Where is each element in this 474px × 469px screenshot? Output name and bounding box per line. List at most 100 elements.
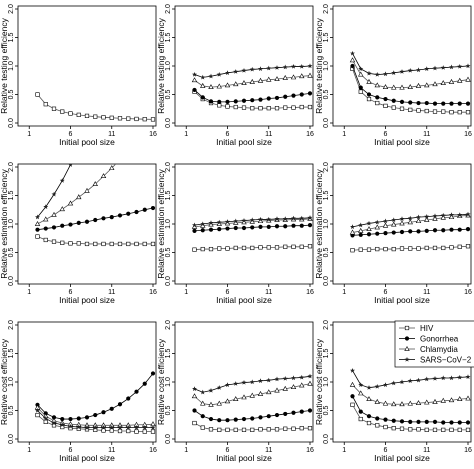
y-tick-label: 1.0 <box>8 219 15 229</box>
data-point-hiv <box>424 245 429 251</box>
data-point-sars <box>192 71 197 77</box>
data-point-sars <box>59 422 65 427</box>
data-point-sars <box>407 67 413 73</box>
data-point-hiv <box>375 246 380 252</box>
data-point-hiv <box>375 100 380 106</box>
x-tick-label: 11 <box>423 289 430 296</box>
data-point-hiv <box>101 115 106 120</box>
data-point-gonorrhea <box>274 95 280 101</box>
data-point-gonorrhea <box>250 98 255 103</box>
data-point-gonorrhea <box>441 101 446 106</box>
data-point-gonorrhea <box>383 417 388 422</box>
data-point-gonorrhea <box>200 414 205 419</box>
legend-label-hiv: HIV <box>420 324 434 333</box>
data-point-sars <box>35 214 40 220</box>
data-point-gonorrhea <box>241 416 247 422</box>
data-point-gonorrhea <box>408 229 413 234</box>
x-tick-label: 11 <box>108 289 115 296</box>
plot-area <box>34 164 156 247</box>
data-point-hiv <box>457 244 462 249</box>
data-point-hiv <box>424 108 429 114</box>
data-point-chlamydia <box>200 82 206 88</box>
data-point-chlamydia <box>382 84 389 89</box>
data-point-hiv <box>366 96 372 102</box>
data-point-sars <box>274 376 280 382</box>
data-point-chlamydia <box>191 393 198 399</box>
data-point-chlamydia <box>266 389 272 395</box>
data-point-gonorrhea <box>266 414 271 419</box>
data-point-gonorrhea <box>432 419 438 424</box>
data-point-gonorrhea <box>68 416 73 422</box>
data-point-gonorrhea <box>424 228 429 233</box>
data-point-gonorrhea <box>441 420 446 425</box>
data-point-hiv <box>142 429 147 434</box>
data-point-sars <box>291 215 296 221</box>
data-point-gonorrhea <box>291 223 296 228</box>
data-point-hiv <box>126 116 131 121</box>
x-tick-label: 6 <box>384 131 388 138</box>
data-point-chlamydia <box>233 81 239 87</box>
x-tick-label: 11 <box>423 447 430 454</box>
data-point-chlamydia <box>349 381 356 387</box>
data-point-hiv <box>250 427 255 432</box>
data-point-sars <box>374 219 380 225</box>
data-point-gonorrhea <box>192 408 197 413</box>
data-point-hiv <box>258 106 263 111</box>
data-point-gonorrhea <box>142 381 147 386</box>
data-point-chlamydia <box>440 397 446 403</box>
data-point-gonorrhea <box>291 93 296 98</box>
y-tick-label: 0.5 <box>323 90 330 100</box>
data-point-gonorrhea <box>266 224 271 229</box>
data-point-chlamydia <box>448 397 455 403</box>
y-tick-label: 0.0 <box>323 276 330 286</box>
legend-marker-gonorrhea <box>404 336 410 341</box>
x-tick-label: 16 <box>464 131 472 138</box>
y-tick-label: 0.0 <box>165 434 172 444</box>
plot-frame <box>17 5 157 127</box>
data-point-gonorrhea <box>375 416 380 421</box>
data-point-chlamydia <box>374 224 380 230</box>
data-point-gonorrhea <box>93 217 98 223</box>
data-point-sars <box>391 70 397 75</box>
data-point-hiv <box>208 246 214 252</box>
data-point-hiv <box>225 104 230 109</box>
data-point-sars <box>200 74 206 80</box>
data-point-gonorrhea <box>375 95 380 100</box>
data-point-hiv <box>291 426 296 431</box>
data-point-gonorrhea <box>441 228 446 233</box>
data-point-chlamydia <box>349 229 356 235</box>
data-point-sars <box>142 425 148 430</box>
data-point-chlamydia <box>208 84 214 89</box>
data-point-gonorrhea <box>283 94 288 99</box>
data-point-hiv <box>366 247 372 252</box>
data-point-sars <box>43 415 49 421</box>
data-point-hiv <box>126 241 131 247</box>
data-point-hiv <box>416 108 421 113</box>
data-point-sars <box>134 425 139 430</box>
data-point-chlamydia <box>382 222 389 228</box>
data-point-hiv <box>241 427 247 432</box>
data-point-chlamydia <box>399 401 405 407</box>
data-point-sars <box>266 377 272 383</box>
data-point-gonorrhea <box>250 225 255 230</box>
data-point-hiv <box>291 105 296 110</box>
data-point-hiv <box>416 427 421 432</box>
data-point-hiv <box>449 427 454 432</box>
data-point-gonorrhea <box>416 419 421 424</box>
data-point-hiv <box>258 427 263 432</box>
y-tick-label: 2.0 <box>165 162 172 172</box>
data-point-gonorrhea <box>150 371 156 376</box>
data-point-hiv <box>307 426 313 431</box>
data-point-hiv <box>117 241 123 247</box>
data-point-sars <box>440 65 446 70</box>
data-point-gonorrhea <box>101 410 106 415</box>
data-point-chlamydia <box>407 400 413 406</box>
data-point-hiv <box>241 105 247 110</box>
data-point-sars <box>350 50 355 56</box>
y-tick-label: 0.0 <box>323 434 330 444</box>
data-point-sars <box>358 222 364 228</box>
data-point-gonorrhea <box>217 99 222 105</box>
series-line-gonorrhea <box>37 373 154 420</box>
